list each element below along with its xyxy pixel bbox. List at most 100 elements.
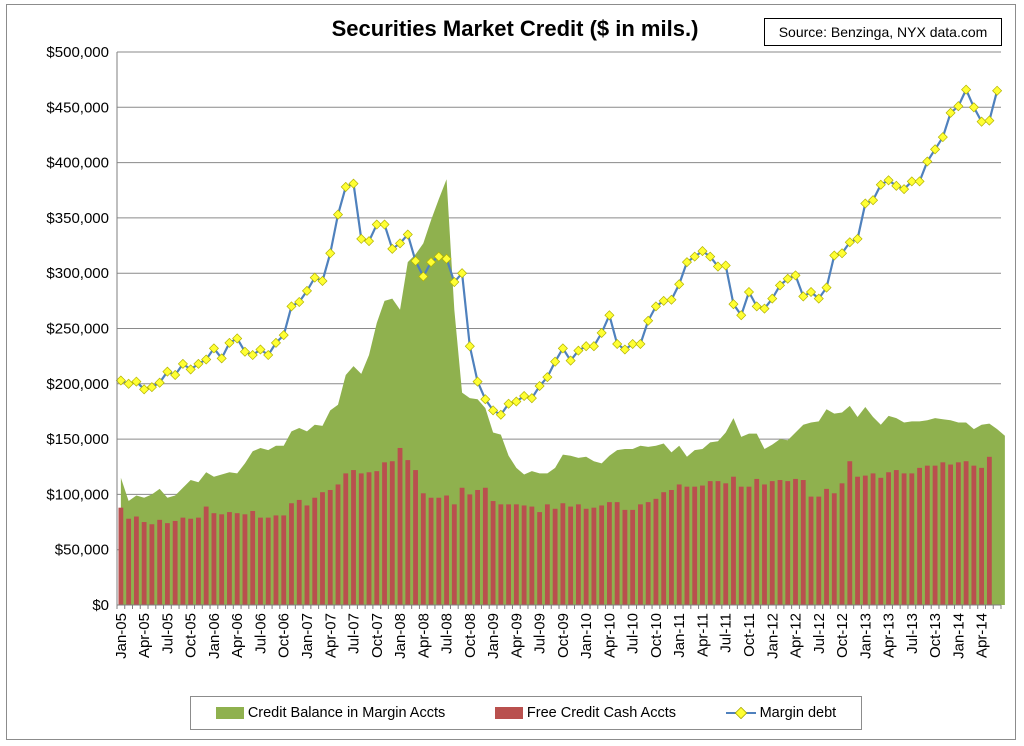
point-margin-debt: [860, 198, 871, 209]
point-margin-debt: [278, 330, 289, 341]
point-margin-debt: [844, 237, 855, 248]
point-margin-debt: [154, 377, 165, 388]
y-tick-label: $100,000: [46, 486, 109, 503]
bar-free-credit: [327, 489, 333, 605]
legend-item-free-credit: Free Credit Cash Accts: [494, 705, 676, 721]
bar-free-credit: [196, 517, 201, 605]
bar-free-credit: [622, 509, 628, 605]
point-margin-debt: [635, 338, 646, 350]
bar-free-credit: [506, 504, 511, 605]
point-margin-debt: [922, 156, 933, 167]
bar-free-credit: [932, 465, 938, 605]
bar-free-credit: [824, 488, 829, 605]
x-tick-label: Jan-14: [950, 613, 967, 659]
point-margin-debt: [395, 238, 406, 249]
bar-free-credit: [661, 492, 667, 605]
point-margin-debt: [573, 345, 584, 356]
point-margin-debt: [759, 303, 770, 314]
x-tick-labels: Jan-05 Apr-05 Jul-05 Oct-05 Jan-06 Apr-06 Jul-…: [113, 613, 991, 659]
point-margin-debt: [402, 229, 413, 240]
bar-free-credit: [366, 472, 372, 605]
point-margin-debt: [945, 107, 956, 118]
bar-free-credit: [498, 504, 504, 605]
bar-free-credit: [676, 484, 682, 605]
bar-free-credit: [568, 506, 574, 605]
bar-free-credit: [428, 497, 434, 605]
bar-free-credit: [583, 508, 589, 605]
bar-free-credit: [436, 497, 442, 605]
bar-free-credit: [855, 476, 860, 605]
point-margin-debt: [650, 301, 661, 312]
bar-free-credit: [281, 515, 287, 605]
point-margin-debt: [301, 285, 313, 296]
x-tick-label: Oct-11: [741, 613, 758, 657]
bar-free-credit: [630, 509, 636, 605]
bar-free-credit: [219, 514, 225, 605]
point-margin-debt: [511, 396, 522, 407]
bar-free-credit: [141, 522, 147, 605]
point-margin-debt: [790, 270, 801, 281]
area-credit-balance: [120, 179, 1005, 605]
bar-free-credit: [746, 486, 752, 605]
y-tick-label: $300,000: [46, 265, 109, 282]
point-margin-debt: [751, 301, 762, 312]
point-margin-debt: [410, 256, 421, 267]
legend-label-margin-debt: Margin debt: [759, 705, 837, 721]
point-margin-debt: [728, 299, 739, 310]
point-margin-debt: [612, 338, 623, 350]
point-margin-debt: [131, 376, 142, 387]
bar-free-credit: [862, 475, 868, 605]
point-margin-debt: [224, 337, 235, 348]
bar-free-credit: [800, 480, 806, 605]
x-tick-label: Jan-09: [485, 613, 502, 659]
point-margin-debt: [146, 382, 157, 393]
point-margin-debt: [317, 275, 328, 286]
point-margin-debt: [813, 293, 824, 304]
point-margin-debt: [115, 375, 126, 386]
bar-free-credit: [475, 489, 480, 605]
x-tick-label: Oct-12: [834, 613, 851, 658]
x-tick-label: Oct-13: [927, 613, 944, 658]
bar-free-credit: [979, 467, 985, 605]
point-margin-debt: [736, 310, 747, 321]
bar-free-credit: [157, 519, 163, 605]
point-margin-debt: [503, 398, 514, 409]
point-margin-debt: [193, 358, 204, 369]
point-margin-debt: [720, 260, 731, 271]
bar-free-credit: [529, 506, 535, 605]
point-margin-debt: [712, 261, 723, 272]
x-tick-label: Jul-09: [532, 613, 549, 654]
x-tick-label: Jan-11: [671, 613, 688, 658]
point-margin-debt: [348, 178, 359, 189]
bar-free-credit: [180, 517, 186, 605]
bar-free-credit: [358, 473, 364, 605]
point-margin-debt: [557, 343, 568, 354]
x-tick-label: Jan-08: [392, 613, 409, 659]
axes: [116, 52, 1002, 609]
point-margin-debt: [464, 341, 475, 352]
legend-swatch-area: [215, 707, 244, 719]
bar-free-credit: [645, 502, 651, 605]
point-margin-debt: [689, 251, 700, 262]
point-margin-debt: [976, 116, 987, 127]
bar-free-credit: [614, 502, 620, 605]
point-margin-debt: [914, 176, 925, 187]
bar-free-credit: [893, 470, 899, 605]
bar-free-credit: [707, 481, 713, 605]
legend-swatch-line: [725, 707, 756, 719]
point-margin-debt: [418, 271, 429, 282]
bar-free-credit: [227, 512, 232, 605]
bar-free-credit: [769, 481, 775, 605]
bar-free-credit: [793, 478, 798, 605]
bar-free-credit: [389, 461, 395, 605]
bar-free-credit: [723, 483, 729, 605]
point-margin-debt: [627, 338, 638, 350]
point-margin-debt: [480, 394, 491, 405]
bar-free-credit: [133, 516, 139, 605]
point-margin-debt: [930, 144, 941, 155]
bar-free-credit: [831, 493, 837, 605]
x-tick-label: Oct-05: [183, 613, 200, 658]
x-tick-label: Oct-08: [462, 613, 479, 658]
bar-free-credit: [839, 483, 845, 605]
point-margin-debt: [604, 310, 615, 321]
